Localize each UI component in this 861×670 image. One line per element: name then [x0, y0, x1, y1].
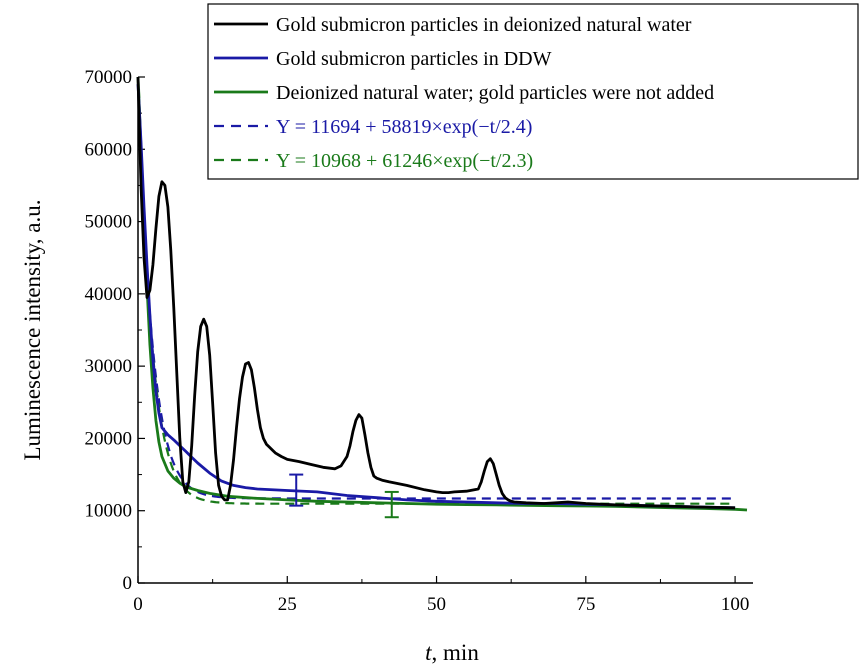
x-tick-label: 100 [721, 594, 750, 615]
y-tick-label: 20000 [85, 428, 133, 449]
error-bars [289, 473, 399, 519]
x-tick-label: 0 [133, 594, 143, 615]
x-axis-unit: , min [432, 640, 480, 665]
x-tick-label: 75 [576, 594, 595, 615]
y-tick-label: 0 [123, 573, 133, 594]
legend-label: Gold submicron particles in DDW [276, 48, 552, 70]
y-tick-label: 60000 [85, 139, 133, 160]
y-tick-label: 10000 [85, 501, 133, 522]
series-layer [136, 76, 748, 512]
legend-label: Y = 11694 + 58819×exp(−t/2.4) [276, 116, 532, 138]
y-tick-label: 70000 [85, 67, 133, 88]
series-line-1 [136, 76, 736, 510]
legend-label: Y = 10968 + 61246×exp(−t/2.3) [276, 150, 533, 172]
x-axis-title: t, min [425, 640, 479, 665]
series-line-3 [136, 76, 748, 512]
tick-labels: 0 10000 20000 30000 40000 50000 60000 70000 0 25 5… [85, 67, 750, 615]
y-tick-label: 40000 [85, 284, 133, 305]
series-line-4 [137, 99, 735, 500]
x-tick-label: 50 [427, 594, 446, 615]
legend-label: Deionized natural water; gold particles … [276, 82, 714, 104]
axes [137, 77, 753, 584]
y-tick-label: 50000 [85, 212, 133, 233]
legend-label: Gold submicron particles in deionized na… [276, 14, 692, 36]
x-axis-variable: t [425, 640, 432, 665]
legend-box [207, 3, 859, 180]
x-tick-label: 25 [278, 594, 297, 615]
legend: Gold submicron particles in deionized na… [207, 3, 859, 180]
y-axis-title: Luminescence intensity, a.u. [20, 199, 45, 460]
y-tick-label: 30000 [85, 356, 133, 377]
